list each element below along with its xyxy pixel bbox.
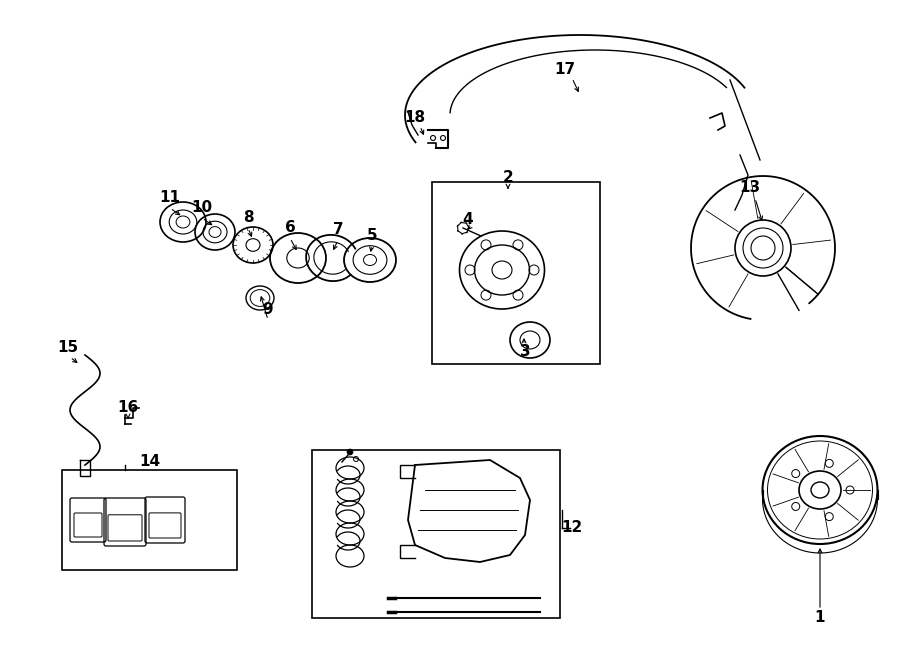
Text: 6: 6 bbox=[284, 221, 295, 235]
Bar bbox=[432, 182, 600, 364]
Text: 14: 14 bbox=[140, 455, 160, 469]
Text: 12: 12 bbox=[562, 520, 582, 535]
Bar bbox=[312, 450, 560, 618]
Text: 15: 15 bbox=[58, 340, 78, 356]
Text: 8: 8 bbox=[243, 210, 253, 225]
Text: 17: 17 bbox=[554, 63, 576, 77]
Text: 18: 18 bbox=[404, 110, 426, 126]
Text: 5: 5 bbox=[366, 227, 377, 243]
Text: 1: 1 bbox=[814, 611, 825, 625]
Text: 16: 16 bbox=[117, 399, 139, 414]
Text: 11: 11 bbox=[159, 190, 181, 206]
Text: 10: 10 bbox=[192, 200, 212, 215]
Text: 2: 2 bbox=[502, 171, 513, 186]
Bar bbox=[62, 470, 237, 570]
Circle shape bbox=[347, 449, 353, 455]
Text: 13: 13 bbox=[740, 180, 760, 196]
Text: 4: 4 bbox=[463, 212, 473, 227]
Text: 3: 3 bbox=[519, 344, 530, 360]
Text: 9: 9 bbox=[263, 303, 274, 317]
Text: 7: 7 bbox=[333, 223, 343, 237]
